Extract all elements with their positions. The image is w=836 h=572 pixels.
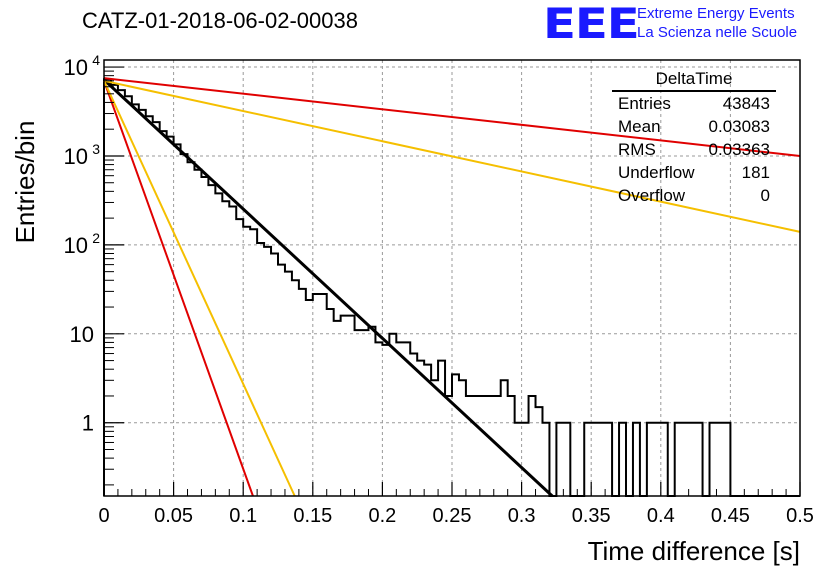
x-tick-label: 0 bbox=[98, 505, 109, 527]
fit-line bbox=[103, 79, 801, 233]
axes: 0 0.05 0.1 0.15 0.2 0.25 0.3 0.35 0.4 0.45 0.5 1 10 1… bbox=[64, 52, 814, 527]
logo-line-2: La Scienza nelle Scuole bbox=[637, 24, 798, 41]
stats-value: 0 bbox=[760, 186, 770, 205]
eee-logo: EEE bbox=[543, 0, 640, 48]
stats-value: 43843 bbox=[722, 94, 770, 113]
stats-title: DeltaTime bbox=[612, 68, 776, 92]
stats-value: 181 bbox=[741, 163, 770, 182]
fit-line bbox=[103, 80, 296, 497]
y-tick-exponent: 4 bbox=[92, 52, 100, 68]
x-tick-label: 0.4 bbox=[647, 505, 675, 527]
logo-text: Extreme Energy Events La Scienza nelle S… bbox=[637, 4, 797, 42]
stats-label: RMS bbox=[618, 140, 656, 159]
x-tick-label: 0.5 bbox=[786, 505, 814, 527]
x-tick-label: 0.25 bbox=[433, 505, 472, 527]
x-axis-label: Time difference [s] bbox=[588, 536, 800, 566]
stats-value: 0.03363 bbox=[708, 140, 770, 159]
stats-row: Entries 43843 bbox=[612, 92, 776, 115]
stats-value: 0.03083 bbox=[708, 117, 770, 136]
stats-label: Entries bbox=[618, 94, 671, 113]
fit-line bbox=[102, 78, 554, 498]
y-axis-label: Entries/bin bbox=[10, 121, 40, 244]
stats-box: DeltaTime Entries 43843 Mean 0.03083 RMS 0.… bbox=[612, 68, 776, 207]
stats-row: RMS 0.03363 bbox=[612, 138, 776, 161]
fit-line bbox=[103, 80, 254, 497]
stats-row: Underflow 181 bbox=[612, 161, 776, 184]
x-tick-label: 0.05 bbox=[154, 505, 193, 527]
x-tick-label: 0.35 bbox=[572, 505, 611, 527]
stats-label: Mean bbox=[618, 117, 661, 136]
y-tick-label: 10 bbox=[64, 233, 88, 258]
y-tick-exponent: 3 bbox=[92, 141, 100, 157]
x-tick-label: 0.1 bbox=[229, 505, 257, 527]
y-tick-exponent: 2 bbox=[92, 230, 100, 246]
y-tick-label: 10 bbox=[64, 144, 88, 169]
stats-label: Overflow bbox=[618, 186, 686, 205]
y-tick-label: 10 bbox=[70, 322, 94, 347]
fit-curves bbox=[102, 77, 801, 498]
x-tick-label: 0.45 bbox=[711, 505, 750, 527]
y-tick-label: 1 bbox=[82, 411, 94, 436]
y-tick-label: 10 bbox=[64, 55, 88, 80]
x-tick-label: 0.2 bbox=[368, 505, 396, 527]
chart-title: CATZ-01-2018-06-02-00038 bbox=[82, 8, 358, 33]
stats-label: Underflow bbox=[618, 163, 695, 182]
x-tick-label: 0.15 bbox=[293, 505, 332, 527]
fit-line bbox=[103, 77, 801, 157]
x-tick-label: 0.3 bbox=[508, 505, 536, 527]
logo-line-1: Extreme Energy Events bbox=[637, 5, 795, 22]
stats-row: Mean 0.03083 bbox=[612, 115, 776, 138]
stats-row: Overflow 0 bbox=[612, 184, 776, 207]
